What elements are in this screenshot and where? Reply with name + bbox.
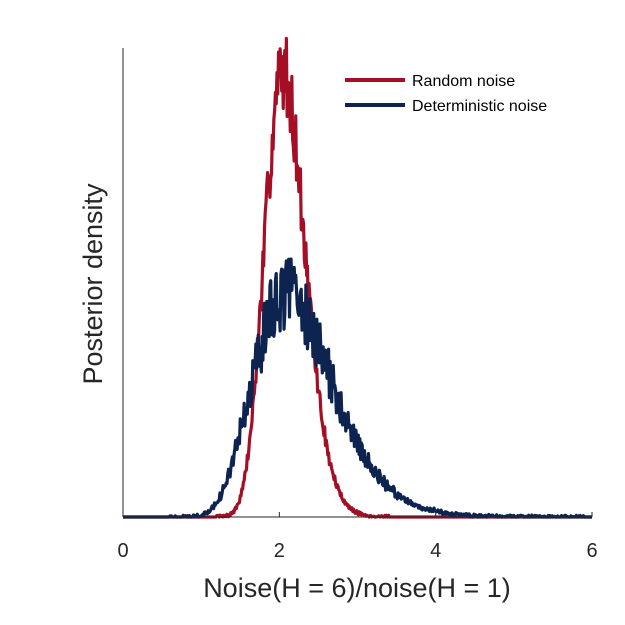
x-tick-label: 4 — [430, 540, 441, 562]
x-axis-title: Noise(H = 6)/noise(H = 1) — [203, 573, 511, 603]
series-line-2 — [122, 257, 593, 519]
legend-label-2: Deterministic noise — [412, 98, 547, 115]
x-ticks: 0 2 4 6 — [117, 512, 598, 562]
y-axis-title: Posterior density — [78, 183, 108, 385]
legend-label-1: Random noise — [412, 73, 515, 90]
x-tick-label: 6 — [586, 540, 597, 562]
legend: Random noise Deterministic noise — [345, 73, 547, 115]
x-tick-label: 2 — [274, 540, 285, 562]
x-tick-label: 0 — [117, 540, 128, 562]
